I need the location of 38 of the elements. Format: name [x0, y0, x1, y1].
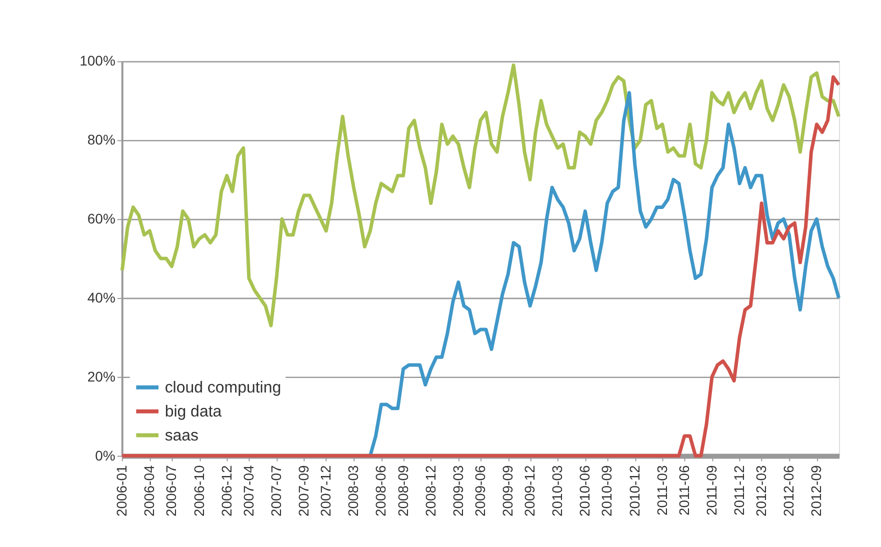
- legend-label: cloud computing: [164, 379, 282, 396]
- x-tick-label: 2006-07: [163, 465, 180, 517]
- x-tick-label: 2011-09: [703, 465, 720, 516]
- x-tick-label: 2009-09: [500, 465, 516, 517]
- x-tick-label: 2010-09: [598, 465, 615, 517]
- x-tick-label: 2012-06: [780, 465, 797, 517]
- x-tick-label: 2012-03: [753, 465, 770, 517]
- x-tick-label: 2007-09: [296, 465, 312, 517]
- x-tick-label: 2008-12: [422, 465, 438, 517]
- y-tick-label: 0%: [95, 447, 116, 464]
- x-tick-label: 2009-12: [522, 465, 538, 517]
- legend-label: saas: [164, 427, 199, 444]
- x-tick-label: 2010-06: [576, 465, 593, 517]
- x-tick-label: 2007-12: [318, 465, 334, 517]
- legend-label: big data: [164, 403, 222, 420]
- x-tick-label: 2010-12: [626, 465, 642, 517]
- x-tick-label: 2007-07: [268, 465, 284, 517]
- y-tick-label: 60%: [87, 210, 116, 227]
- y-tick-label: 20%: [87, 368, 116, 384]
- line-series: [120, 75, 841, 458]
- x-tick-label: 2009-03: [450, 465, 466, 517]
- x-tick-label: 2006-01: [114, 465, 130, 517]
- y-tick-label: 80%: [87, 132, 116, 148]
- x-tick-label: 2006-10: [190, 465, 207, 517]
- x-tick-label: 2009-06: [472, 465, 488, 517]
- x-tick-label: 2008-06: [372, 465, 389, 517]
- x-tick-label: 2008-09: [394, 465, 411, 517]
- x-tick-label: 2010-03: [549, 465, 566, 517]
- y-tick-label: 40%: [87, 289, 116, 306]
- x-tick-label: 2011-12: [731, 465, 748, 516]
- x-tick-label: 2011-06: [676, 465, 692, 516]
- x-tick-label: 2006-04: [141, 465, 158, 517]
- x-tick-label: 2007-04: [240, 465, 256, 517]
- y-tick-label: 100%: [80, 52, 116, 69]
- x-tick-label: 2011-03: [654, 465, 670, 516]
- x-tick-label: 2012-09: [808, 465, 824, 517]
- x-tick-label: 2006-12: [218, 465, 234, 517]
- x-tick-label: 2008-03: [345, 465, 362, 517]
